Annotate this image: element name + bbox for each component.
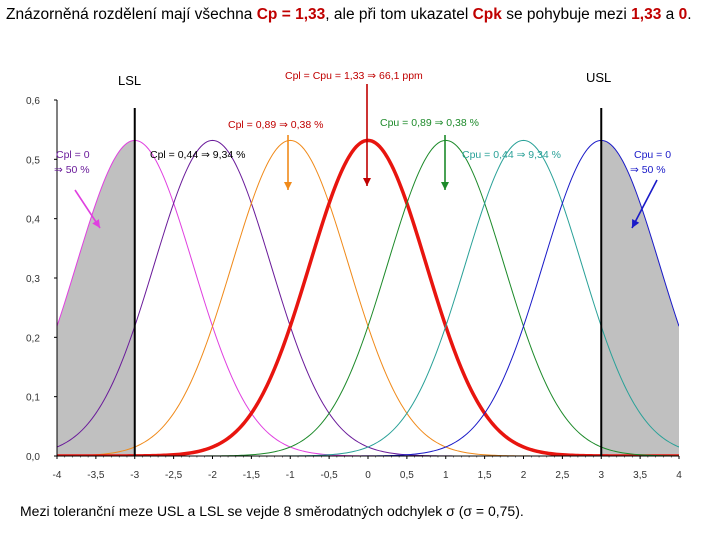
title-end: . xyxy=(687,6,692,23)
x-tick-label: 0 xyxy=(365,470,371,481)
curve-mean-3 xyxy=(57,139,679,456)
title-range-high: 0 xyxy=(678,6,688,23)
annotation-cpu-0-percent: ⇒ 50 % xyxy=(630,164,666,176)
shaded-tail-usl xyxy=(601,140,679,456)
x-tick-label: -4 xyxy=(53,470,62,481)
annotation-cpl-0: Cpl = 0 xyxy=(56,149,90,161)
arrow-cpu-0-head xyxy=(632,219,640,228)
x-tick-label: 4 xyxy=(676,470,682,481)
x-tick-label: 0,5 xyxy=(400,470,414,481)
y-tick-label: 0,6 xyxy=(26,96,40,107)
axes: 0,0 0,1 0,2 0,3 0,4 0,5 0,6 -4 -3,5 -3 -2,5 -2 -1,5 -… xyxy=(26,96,682,481)
spec-limit-lines xyxy=(133,108,603,456)
x-tick-label: -1,5 xyxy=(243,470,261,481)
title-text-2: , ale při tom ukazatel xyxy=(325,6,469,23)
annotation-cpu-0: Cpu = 0 xyxy=(634,149,671,161)
x-tick-label: -3 xyxy=(130,470,139,481)
title-conj: a xyxy=(665,6,675,23)
lsl-label: LSL xyxy=(118,73,141,88)
arrow-cpl-089-head xyxy=(284,182,292,190)
x-tick-label: 2,5 xyxy=(555,470,569,481)
arrow-center-head xyxy=(363,178,371,186)
usl-label: USL xyxy=(586,70,611,85)
x-tick-label: -2 xyxy=(208,470,217,481)
title-cp: Cp xyxy=(256,6,278,23)
x-tick-label: 3 xyxy=(598,470,604,481)
y-tick-label: 0,2 xyxy=(26,333,40,344)
curve-mean-0 xyxy=(57,138,679,456)
x-tick-label: -1 xyxy=(286,470,295,481)
shaded-tails xyxy=(57,140,679,456)
y-tick-label: 0,0 xyxy=(26,452,40,463)
annotation-cpl-044: Cpl = 0,44 ⇒ 9,34 % xyxy=(150,149,245,161)
arrow-cpu-089-head xyxy=(441,182,449,190)
x-tick-label: 1,5 xyxy=(478,470,492,481)
curve-mean--2 xyxy=(57,139,679,456)
x-tick-label: -0,5 xyxy=(321,470,339,481)
shaded-tail-lsl xyxy=(57,140,135,456)
caption: Mezi toleranční meze USL a LSL se vejde … xyxy=(20,503,524,519)
title-cpk: Cpk xyxy=(472,6,502,23)
y-tick-label: 0,3 xyxy=(26,274,40,285)
annotation-cpl-0-percent: ⇒ 50 % xyxy=(54,164,90,176)
arrow-cpu-0 xyxy=(631,179,658,229)
x-tick-label: -3,5 xyxy=(87,470,105,481)
annotation-cpu-089: Cpu = 0,89 ⇒ 0,38 % xyxy=(380,117,479,129)
annotation-center: Cpl = Cpu = 1,33 ⇒ 66,1 ppm xyxy=(285,70,423,82)
annotation-cpu-044: Cpu = 0,44 ⇒ 9,34 % xyxy=(462,149,561,161)
y-tick-label: 0,1 xyxy=(26,393,40,404)
curve-mean-2 xyxy=(57,139,679,456)
title-cp-value: 1,33 xyxy=(295,6,326,23)
x-tick-label: -2,5 xyxy=(165,470,183,481)
curve-mean-1 xyxy=(57,139,679,456)
x-tick-label: 1 xyxy=(443,470,449,481)
y-tick-label: 0,5 xyxy=(26,155,40,166)
distribution-curves xyxy=(57,138,679,456)
x-tick-label: 3,5 xyxy=(633,470,647,481)
arrow-cpl-0-head xyxy=(92,219,100,228)
annotation-cpl-089: Cpl = 0,89 ⇒ 0,38 % xyxy=(228,119,323,131)
x-tick-label: 2 xyxy=(521,470,527,481)
y-tick-label: 0,4 xyxy=(26,215,40,226)
curve-mean--3 xyxy=(57,139,679,456)
slide-title: Znázorněná rozdělení mají všechna Cp = 1… xyxy=(6,4,714,25)
title-eq: = xyxy=(281,6,291,23)
title-range-low: 1,33 xyxy=(631,6,662,23)
curve-mean--1 xyxy=(57,139,679,456)
title-text-3: se pohybuje mezi xyxy=(506,6,627,23)
title-text-1: Znázorněná rozdělení mají všechna xyxy=(6,6,253,23)
annotation-arrows xyxy=(74,84,658,229)
